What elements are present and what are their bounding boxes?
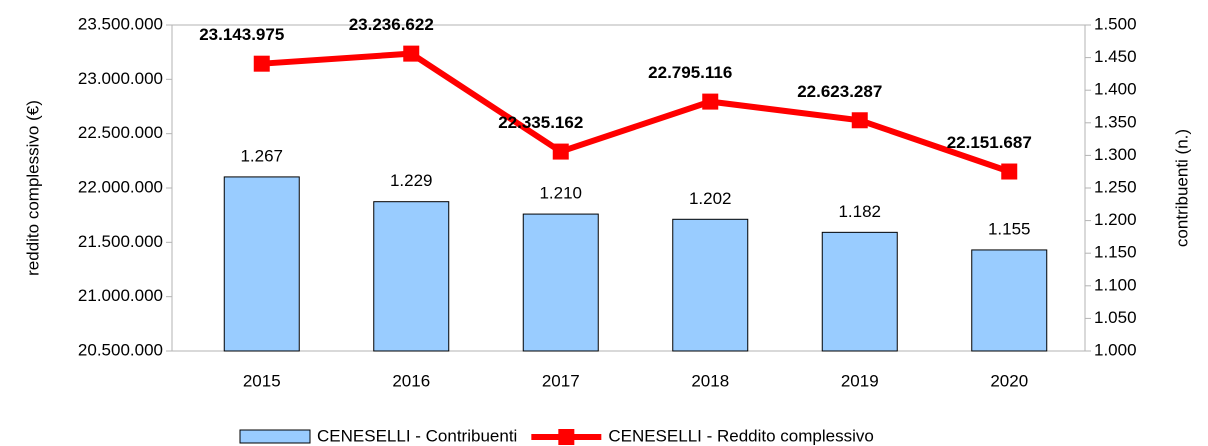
y2-tick-label: 1.000 [1094, 340, 1137, 359]
legend-swatch-marker [558, 429, 575, 445]
line-value-label: 22.795.116 [648, 63, 732, 82]
line-value-label: 22.623.287 [797, 82, 882, 101]
y2-tick-label: 1.200 [1094, 210, 1137, 229]
y-tick-label: 22.000.000 [78, 177, 163, 196]
y2-axis-title: contribuenti (n.) [1172, 129, 1191, 247]
line-marker [403, 45, 420, 62]
plot-frame [171, 24, 1086, 352]
y2-tick-label: 1.500 [1094, 14, 1137, 33]
y-tick-label: 23.500.000 [78, 14, 163, 33]
bar [223, 176, 300, 352]
y-tick-label: 23.000.000 [78, 69, 163, 88]
line-value-label: 22.151.687 [947, 133, 1032, 152]
y2-tick-label: 1.150 [1094, 243, 1137, 262]
bar [821, 231, 898, 352]
y-tick-label: 21.000.000 [78, 286, 163, 305]
y2-tick-label: 1.250 [1094, 177, 1137, 196]
bar [522, 213, 599, 352]
line-value-label: 22.335.162 [498, 113, 583, 132]
bar-value-label: 1.210 [539, 184, 582, 203]
line-marker [702, 93, 719, 110]
bar [971, 249, 1048, 352]
bar [672, 218, 749, 352]
bar-value-label: 1.182 [838, 202, 881, 221]
y2-tick-label: 1.300 [1094, 145, 1137, 164]
x-tick-label: 2019 [841, 371, 879, 390]
y-tick-label: 20.500.000 [78, 340, 163, 359]
bar-value-label: 1.155 [988, 219, 1031, 238]
y2-tick-label: 1.350 [1094, 112, 1137, 131]
y-axis-title: reddito complessivo (€) [23, 100, 42, 276]
y2-tick-label: 1.450 [1094, 47, 1137, 66]
line-marker [1001, 163, 1018, 180]
line-marker [552, 143, 569, 160]
y-tick-label: 21.500.000 [78, 232, 163, 251]
line [261, 50, 1011, 175]
bar-value-label: 1.229 [390, 171, 433, 190]
line-value-label: 23.143.975 [199, 25, 284, 44]
legend-label: CENESELLI - Contribuenti [317, 426, 517, 445]
x-tick-label: 2017 [542, 371, 580, 390]
legend-swatch [239, 429, 311, 444]
y-tick-label: 22.500.000 [78, 123, 163, 142]
line-value-label: 23.236.622 [349, 15, 434, 34]
line-marker [851, 112, 868, 129]
x-tick-label: 2020 [990, 371, 1028, 390]
x-tick-label: 2016 [392, 371, 430, 390]
y2-tick-label: 1.050 [1094, 308, 1137, 327]
line-marker [253, 55, 270, 72]
x-tick-label: 2015 [243, 371, 281, 390]
y2-tick-label: 1.400 [1094, 80, 1137, 99]
legend-label: CENESELLI - Reddito complessivo [608, 426, 874, 445]
bar [373, 201, 450, 352]
y2-tick-label: 1.100 [1094, 275, 1137, 294]
x-tick-label: 2018 [691, 371, 729, 390]
bar-value-label: 1.202 [689, 189, 732, 208]
bar-value-label: 1.267 [240, 146, 283, 165]
